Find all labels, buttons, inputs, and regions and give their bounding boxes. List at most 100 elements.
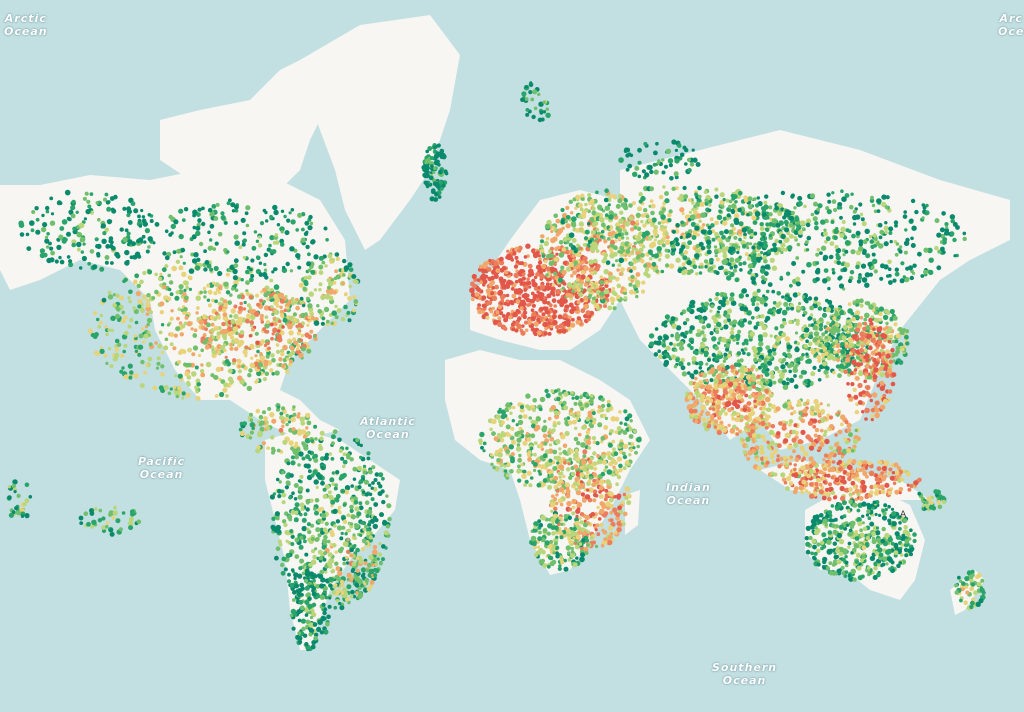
density-dot	[873, 269, 878, 274]
density-dot	[625, 236, 630, 240]
density-dot	[822, 278, 828, 284]
density-dot	[263, 262, 267, 267]
density-dot	[521, 301, 527, 307]
density-dot	[129, 255, 134, 260]
density-dot	[335, 599, 340, 603]
density-dot	[780, 364, 786, 370]
density-dot	[830, 220, 835, 224]
density-dot	[640, 289, 646, 294]
density-dot	[525, 243, 531, 249]
density-dot	[582, 243, 587, 247]
density-dot	[262, 299, 266, 304]
density-dot	[871, 252, 876, 257]
density-dot	[681, 211, 685, 216]
density-dot	[344, 555, 349, 560]
density-dot	[355, 556, 360, 561]
density-dot	[324, 521, 329, 526]
density-dot	[598, 216, 603, 221]
density-dot	[489, 309, 494, 314]
density-dot	[249, 277, 254, 283]
density-dot	[206, 322, 211, 328]
density-dot	[147, 356, 153, 362]
density-dot	[786, 377, 790, 382]
density-dot	[231, 286, 235, 291]
density-dot	[330, 499, 336, 505]
density-dot	[225, 394, 229, 398]
density-dot	[342, 273, 346, 277]
density-dot	[206, 298, 211, 302]
density-dot	[45, 209, 50, 214]
density-dot	[265, 330, 270, 334]
density-dot	[316, 626, 322, 633]
density-dot	[358, 559, 364, 564]
density-dot	[640, 258, 645, 264]
density-dot	[202, 333, 207, 338]
density-dot	[962, 236, 967, 242]
density-dot	[188, 268, 195, 274]
density-dot	[199, 368, 205, 374]
density-dot	[787, 245, 793, 251]
density-dot	[782, 384, 789, 391]
density-dot	[703, 350, 709, 356]
density-dot	[616, 283, 622, 289]
density-dot	[194, 265, 201, 271]
density-dot	[578, 283, 583, 289]
density-dot	[111, 245, 116, 251]
density-dot	[288, 440, 294, 446]
density-dot	[719, 192, 725, 198]
density-dot	[847, 229, 852, 233]
density-dot	[687, 198, 692, 203]
density-dot	[700, 229, 705, 234]
density-dot	[710, 304, 715, 309]
density-dot	[303, 539, 307, 544]
density-dot	[552, 310, 556, 314]
density-dot	[868, 272, 874, 277]
density-dot	[768, 212, 773, 217]
density-dot	[313, 320, 320, 326]
density-dot	[499, 256, 504, 262]
density-dot	[317, 533, 322, 538]
density-dot	[288, 320, 292, 324]
density-dot	[516, 323, 522, 329]
density-dot	[303, 578, 309, 584]
density-dot	[217, 316, 221, 320]
density-dot	[831, 191, 835, 195]
density-dot	[104, 260, 109, 265]
density-dot	[692, 264, 698, 270]
density-dot	[299, 558, 305, 564]
density-dot	[323, 551, 328, 555]
density-dot	[257, 362, 264, 368]
density-dot	[629, 289, 634, 295]
density-dot	[738, 255, 742, 259]
density-dot	[782, 357, 787, 362]
density-dot	[806, 235, 812, 241]
density-dot	[137, 214, 141, 219]
density-dot	[31, 210, 36, 214]
density-dot	[313, 424, 318, 429]
density-dot	[288, 495, 292, 500]
density-dot	[850, 249, 856, 255]
density-dot	[660, 269, 665, 274]
density-dot	[353, 536, 357, 540]
density-dot	[216, 335, 221, 340]
density-dot	[808, 334, 813, 339]
density-dot	[115, 293, 120, 298]
density-dot	[177, 385, 182, 391]
density-dot	[618, 218, 624, 224]
density-dot	[109, 240, 114, 245]
density-dot	[305, 488, 310, 493]
density-dot	[287, 420, 292, 424]
density-dot	[775, 302, 781, 308]
density-dot	[917, 251, 922, 257]
density-dot	[580, 270, 585, 275]
density-dot	[934, 218, 940, 224]
density-dot	[360, 567, 367, 573]
density-dot	[844, 262, 850, 268]
density-dot	[630, 274, 635, 279]
density-dot	[548, 303, 553, 308]
density-dot	[308, 628, 315, 634]
density-dot	[768, 233, 772, 238]
density-dot	[758, 341, 764, 347]
density-dot	[524, 328, 529, 333]
